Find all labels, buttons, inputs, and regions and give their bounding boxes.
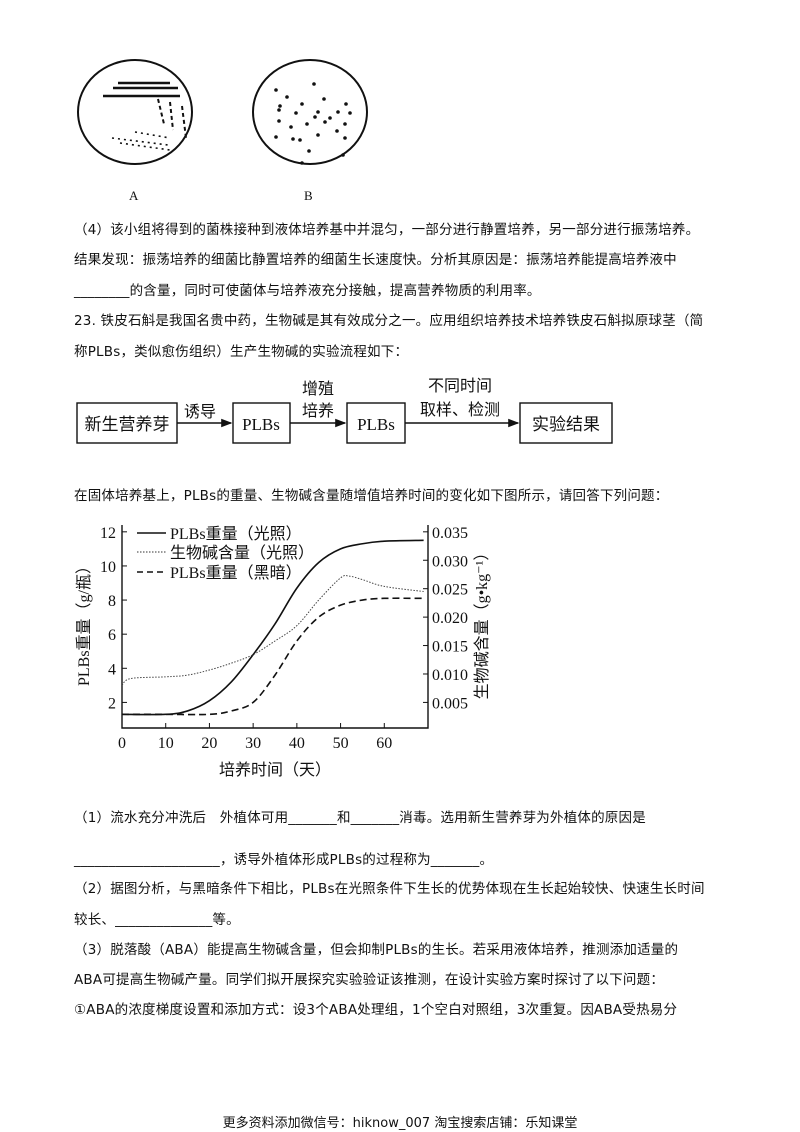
flow-arrow-3-label-2: 取样、检测 bbox=[420, 401, 500, 419]
colony-dot bbox=[305, 122, 309, 126]
colony-dot bbox=[336, 110, 340, 114]
colony-dot bbox=[274, 135, 278, 139]
footer-promo: 更多资料添加微信号：hiknow_007 淘宝搜索店铺：乐知课堂 bbox=[222, 1116, 578, 1131]
colony-dot bbox=[285, 95, 289, 99]
y-right-tick-label: 0.015 bbox=[432, 639, 468, 656]
q23-line2: 称PLBs，类似愈伤组织）生产生物碱的实验流程如下： bbox=[74, 344, 409, 360]
colony-dot bbox=[278, 104, 282, 108]
flow-arrow-2-label-1: 增殖 bbox=[302, 380, 334, 398]
y-tick-label: 6 bbox=[108, 627, 116, 644]
legend-label-2: 生物碱含量（光照） bbox=[170, 544, 314, 562]
y-tick-label: 12 bbox=[100, 525, 116, 542]
legend: PLBs重量（光照） 生物碱含量（光照） PLBs重量（黑暗） bbox=[137, 525, 314, 582]
colony-dot bbox=[312, 82, 316, 86]
s2-line2: 较长、______________等。 bbox=[74, 912, 240, 928]
s3-line1: （3）脱落酸（ABA）能提高生物碱含量，但会抑制PLBs的生长。若采用液体培养，… bbox=[74, 942, 679, 958]
y-right-tick-label: 0.010 bbox=[432, 667, 468, 684]
y-right-axis-title: 生物碱含量（g•kg⁻¹） bbox=[473, 545, 491, 700]
flow-box-1-text: 新生营养芽 bbox=[85, 415, 170, 434]
colony-dot bbox=[323, 120, 327, 124]
petri-dish-figure: A B bbox=[77, 59, 368, 203]
y-right-tick-label: 0.025 bbox=[432, 582, 468, 599]
y-axis-title: PLBs重量（g/瓶） bbox=[75, 558, 93, 686]
x-tick-label: 60 bbox=[376, 735, 392, 752]
q4-line3: ________的含量，同时可使菌体与培养液充分接触，提高营养物质的利用率。 bbox=[74, 283, 541, 299]
s3-line3: ①ABA的浓度梯度设置和添加方式：设3个ABA处理组，1个空白对照组，3次重复。… bbox=[74, 1002, 678, 1018]
flow-arrow-2-label-2: 培养 bbox=[302, 402, 334, 420]
y-tick-label: 10 bbox=[100, 559, 116, 576]
y-right-tick-label: 0.005 bbox=[432, 695, 468, 712]
x-axis-title: 培养时间（天） bbox=[219, 761, 331, 779]
colony-dot bbox=[343, 136, 347, 140]
legend-label-3: PLBs重量（黑暗） bbox=[170, 564, 302, 582]
colony-dot bbox=[341, 153, 345, 157]
plate-b-label: B bbox=[304, 188, 313, 203]
chart-axes bbox=[121, 525, 429, 729]
colony-dot bbox=[328, 116, 332, 120]
x-tick-label: 40 bbox=[289, 735, 305, 752]
y-tick-label: 4 bbox=[108, 661, 116, 678]
q4-line2: 结果发现：振荡培养的细菌比静置培养的细菌生长速度快。分析其原因是：振荡培养能提高… bbox=[74, 252, 677, 268]
colony-dot bbox=[335, 129, 339, 133]
colony-dot bbox=[294, 111, 298, 115]
y-right-tick-label: 0.035 bbox=[432, 525, 468, 542]
s1-line2: _____________________，诱导外植体形成PLBs的过程称为__… bbox=[74, 852, 494, 868]
colony-dot bbox=[291, 137, 295, 141]
s2-line1: （2）据图分析，与黑暗条件下相比，PLBs在光照条件下生长的优势体现在生长起始较… bbox=[74, 881, 705, 897]
x-tick-label: 10 bbox=[158, 735, 174, 752]
colony-dot bbox=[277, 108, 281, 112]
x-tick-label: 50 bbox=[333, 735, 349, 752]
colony-dot bbox=[313, 115, 317, 119]
colony-dot bbox=[316, 110, 320, 114]
series-line-2 bbox=[121, 574, 424, 686]
x-tick-label: 30 bbox=[245, 735, 261, 752]
plate-b bbox=[252, 59, 368, 165]
series-line-1 bbox=[121, 539, 424, 716]
s1-line1: （1）流水充分冲洗后 外植体可用_______和_______消毒。选用新生营养… bbox=[74, 810, 646, 826]
y-right-tick-label: 0.020 bbox=[432, 610, 468, 627]
x-tick-label: 0 bbox=[118, 735, 126, 752]
colony-dot bbox=[307, 149, 311, 153]
flow-box-4 bbox=[519, 402, 613, 444]
colony-dot bbox=[277, 119, 281, 123]
s3-line2: ABA可提高生物碱产量。同学们拟开展探究实验验证该推测，在设计实验方案时探讨了以… bbox=[74, 972, 665, 988]
flowchart: 新生营养芽 PLBs PLBs 实验结果 诱导 增殖 培养 不同时间 取样、检测 bbox=[76, 377, 613, 444]
plate-a bbox=[77, 59, 193, 165]
series-line-3 bbox=[122, 597, 424, 716]
colony-dot bbox=[300, 161, 304, 165]
colony-dot bbox=[289, 125, 293, 129]
colony-dot bbox=[274, 88, 278, 92]
colony-dot bbox=[348, 111, 352, 115]
flow-arrow-3-label-1: 不同时间 bbox=[428, 377, 492, 395]
chart-intro: 在固体培养基上，PLBs的重量、生物碱含量随增值培养时间的变化如下图所示，请回答… bbox=[74, 488, 669, 504]
legend-label-1: PLBs重量（光照） bbox=[170, 525, 302, 543]
q23-line1: 23. 铁皮石斛是我国名贵中药，生物碱是其有效成分之一。应用组织培养技术培养铁皮… bbox=[74, 313, 704, 329]
flow-arrow-1-label: 诱导 bbox=[184, 403, 216, 421]
colony-dot bbox=[316, 133, 320, 137]
flow-box-4-text: 实验结果 bbox=[532, 415, 600, 434]
colony-dot bbox=[298, 138, 302, 142]
y-tick-label: 8 bbox=[108, 593, 116, 610]
flow-box-2-text: PLBs bbox=[242, 415, 280, 434]
y-right-tick-label: 0.030 bbox=[432, 553, 468, 570]
colony-dot bbox=[300, 102, 304, 106]
y-tick-label: 2 bbox=[108, 695, 116, 712]
colony-dot bbox=[344, 102, 348, 106]
line-chart: PLBs重量（光照） 生物碱含量（光照） PLBs重量（黑暗） 培养时间（天） … bbox=[75, 525, 491, 779]
q4-line1: （4）该小组将得到的菌株接种到液体培养基中并混匀，一部分进行静置培养，另一部分进… bbox=[74, 222, 700, 238]
x-tick-label: 20 bbox=[201, 735, 217, 752]
colony-dot bbox=[343, 122, 347, 126]
plate-a-label: A bbox=[129, 188, 139, 203]
colony-dot bbox=[322, 97, 326, 101]
flow-box-3-text: PLBs bbox=[357, 415, 395, 434]
